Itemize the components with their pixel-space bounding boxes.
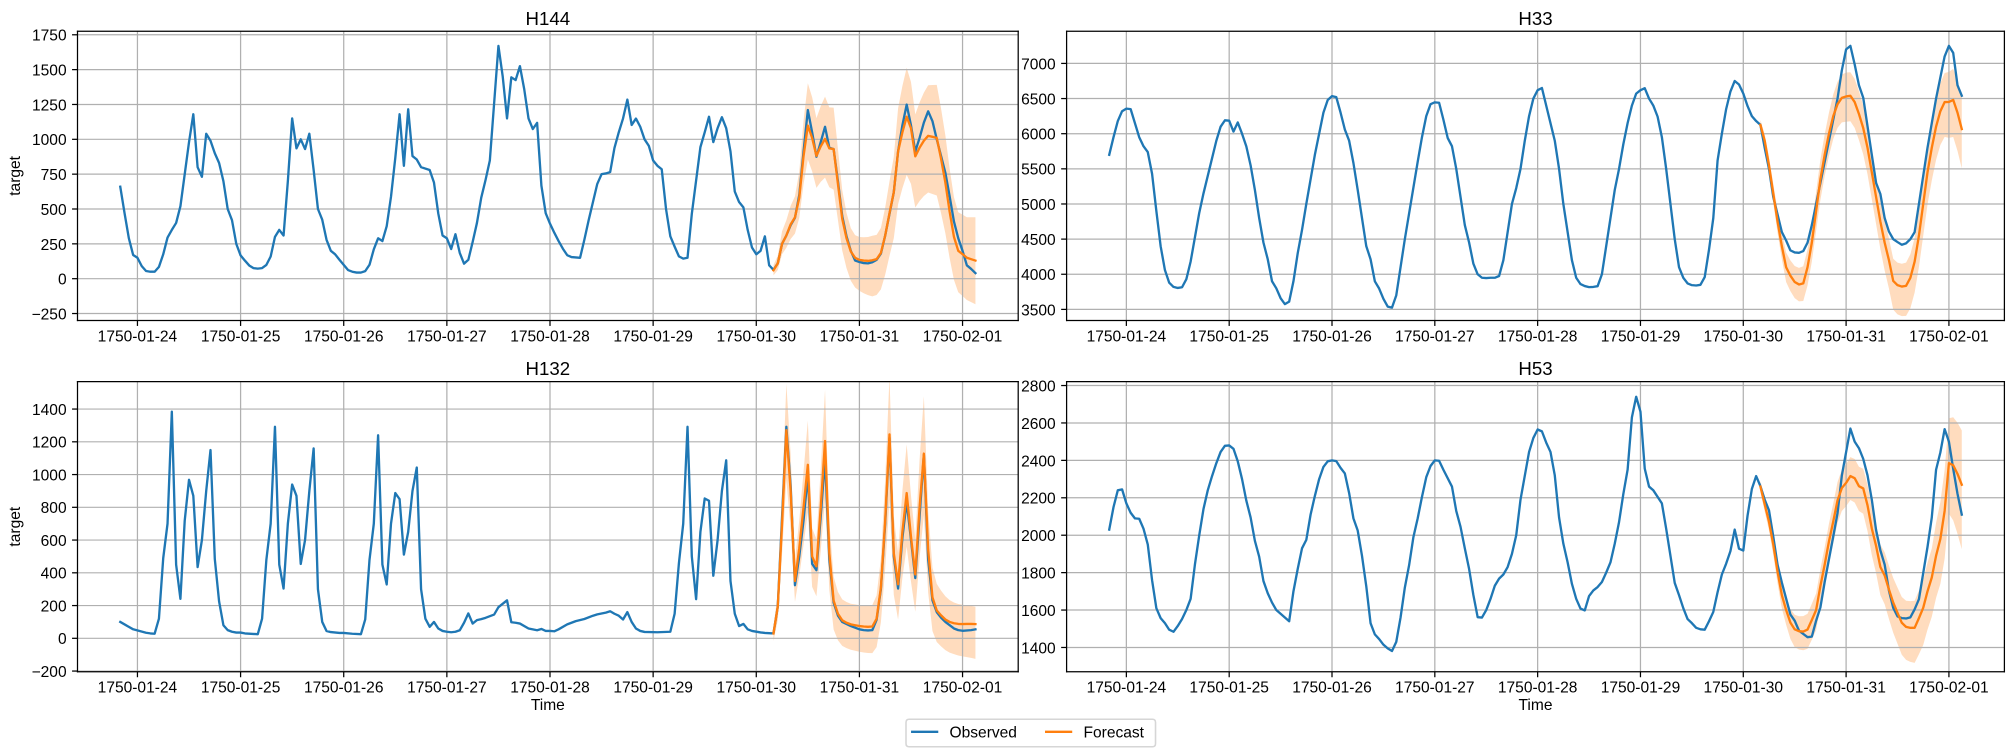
svg-text:5000: 5000 (1021, 197, 1056, 214)
svg-text:200: 200 (41, 598, 67, 615)
svg-text:1750: 1750 (32, 28, 67, 45)
svg-text:1750-01-30: 1750-01-30 (1704, 680, 1784, 697)
svg-text:3500: 3500 (1021, 302, 1056, 319)
svg-text:1750-01-28: 1750-01-28 (1498, 680, 1578, 697)
svg-text:1750-01-27: 1750-01-27 (407, 328, 487, 345)
svg-text:1750-01-29: 1750-01-29 (613, 680, 693, 697)
svg-text:2200: 2200 (1021, 491, 1056, 508)
svg-text:1750-01-24: 1750-01-24 (1087, 328, 1167, 345)
svg-text:1750-01-26: 1750-01-26 (1292, 680, 1372, 697)
svg-text:1750-02-01: 1750-02-01 (1909, 680, 1989, 697)
svg-text:target: target (7, 506, 24, 546)
svg-text:1000: 1000 (32, 132, 67, 149)
svg-text:1750-01-30: 1750-01-30 (1704, 328, 1784, 345)
svg-text:1750-01-28: 1750-01-28 (510, 328, 590, 345)
svg-text:1750-01-25: 1750-01-25 (1189, 680, 1269, 697)
svg-text:1750-01-24: 1750-01-24 (1087, 680, 1167, 697)
svg-text:0: 0 (58, 631, 67, 648)
svg-text:2600: 2600 (1021, 416, 1056, 433)
svg-text:H53: H53 (1518, 358, 1552, 379)
svg-text:1750-01-26: 1750-01-26 (304, 680, 384, 697)
svg-text:1750-01-31: 1750-01-31 (1806, 680, 1886, 697)
svg-text:750: 750 (41, 167, 67, 184)
svg-text:1750-01-28: 1750-01-28 (510, 680, 590, 697)
svg-text:2400: 2400 (1021, 453, 1056, 470)
svg-text:1400: 1400 (1021, 640, 1056, 657)
svg-text:1200: 1200 (32, 435, 67, 452)
svg-text:6500: 6500 (1021, 91, 1056, 108)
svg-text:1750-01-30: 1750-01-30 (717, 680, 797, 697)
svg-text:H132: H132 (526, 358, 571, 379)
svg-text:4000: 4000 (1021, 267, 1056, 284)
svg-text:1750-01-31: 1750-01-31 (820, 328, 900, 345)
svg-text:1750-01-27: 1750-01-27 (1395, 328, 1475, 345)
svg-text:Forecast: Forecast (1084, 724, 1145, 741)
svg-text:800: 800 (41, 500, 67, 517)
svg-text:H33: H33 (1518, 8, 1552, 29)
svg-text:Observed: Observed (950, 724, 1017, 741)
svg-text:Time: Time (531, 697, 565, 714)
svg-text:2000: 2000 (1021, 528, 1056, 545)
svg-text:1750-01-26: 1750-01-26 (304, 328, 384, 345)
svg-text:1750-01-27: 1750-01-27 (407, 680, 487, 697)
svg-text:1750-01-29: 1750-01-29 (613, 328, 693, 345)
svg-text:1600: 1600 (1021, 603, 1056, 620)
svg-text:1750-02-01: 1750-02-01 (1909, 328, 1989, 345)
svg-text:5500: 5500 (1021, 162, 1056, 179)
svg-text:1750-01-28: 1750-01-28 (1498, 328, 1578, 345)
svg-text:6000: 6000 (1021, 127, 1056, 144)
svg-text:−250: −250 (32, 306, 67, 323)
svg-text:500: 500 (41, 202, 67, 219)
svg-text:2800: 2800 (1021, 378, 1056, 395)
svg-text:1750-01-29: 1750-01-29 (1601, 328, 1681, 345)
svg-text:1750-01-31: 1750-01-31 (820, 680, 900, 697)
svg-text:1750-01-25: 1750-01-25 (1189, 328, 1269, 345)
svg-text:1750-01-25: 1750-01-25 (201, 328, 281, 345)
svg-text:1800: 1800 (1021, 566, 1056, 583)
svg-text:1750-01-25: 1750-01-25 (201, 680, 281, 697)
svg-text:1250: 1250 (32, 97, 67, 114)
svg-text:1750-01-29: 1750-01-29 (1601, 680, 1681, 697)
svg-text:1000: 1000 (32, 467, 67, 484)
svg-text:1750-01-24: 1750-01-24 (98, 680, 178, 697)
svg-text:−200: −200 (32, 664, 67, 681)
svg-text:Time: Time (1519, 697, 1553, 714)
svg-text:1500: 1500 (32, 63, 67, 80)
svg-text:1750-01-31: 1750-01-31 (1806, 328, 1886, 345)
svg-text:1750-01-27: 1750-01-27 (1395, 680, 1475, 697)
svg-text:1750-02-01: 1750-02-01 (923, 680, 1003, 697)
svg-text:1750-01-30: 1750-01-30 (717, 328, 797, 345)
svg-text:H144: H144 (526, 8, 571, 29)
svg-text:0: 0 (58, 272, 67, 289)
svg-text:1750-01-26: 1750-01-26 (1292, 328, 1372, 345)
svg-text:7000: 7000 (1021, 56, 1056, 73)
svg-text:600: 600 (41, 533, 67, 550)
svg-text:target: target (7, 155, 24, 195)
svg-text:1750-01-24: 1750-01-24 (98, 328, 178, 345)
svg-text:4500: 4500 (1021, 232, 1056, 249)
svg-text:1750-02-01: 1750-02-01 (923, 328, 1003, 345)
svg-text:400: 400 (41, 566, 67, 583)
svg-text:250: 250 (41, 237, 67, 254)
svg-text:1400: 1400 (32, 402, 67, 419)
